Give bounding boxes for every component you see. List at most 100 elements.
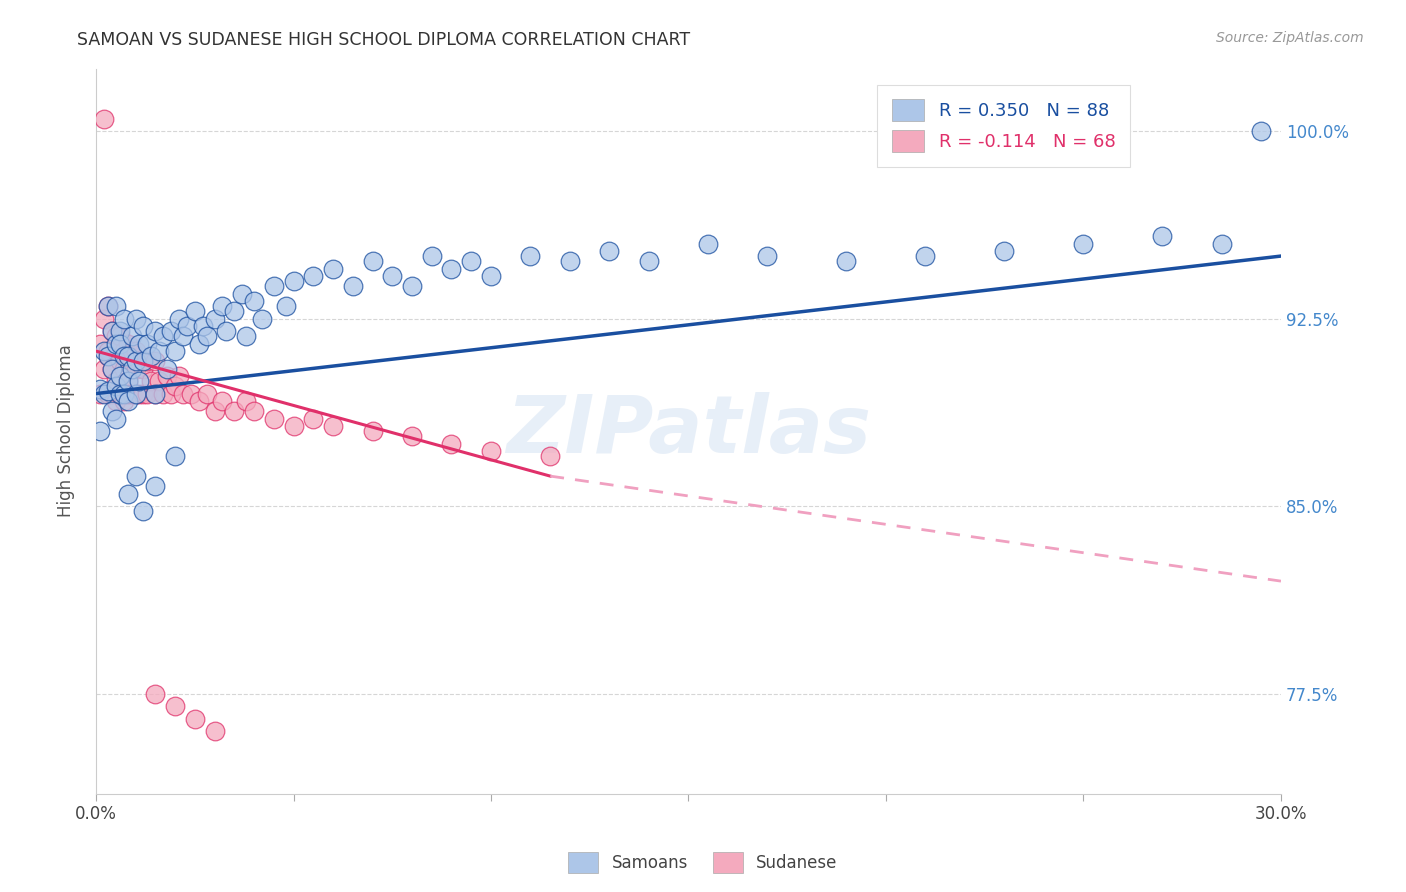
Text: ZIPatlas: ZIPatlas <box>506 392 870 470</box>
Point <box>163 379 186 393</box>
Point <box>638 254 661 268</box>
Point <box>93 386 115 401</box>
Point <box>97 299 120 313</box>
Point <box>167 311 190 326</box>
Point <box>180 386 202 401</box>
Point <box>187 394 209 409</box>
Point <box>104 374 127 388</box>
Point <box>108 386 131 401</box>
Point <box>93 311 115 326</box>
Point <box>519 249 541 263</box>
Point <box>97 349 120 363</box>
Point <box>97 299 120 313</box>
Point <box>558 254 581 268</box>
Point <box>124 361 146 376</box>
Point <box>108 329 131 343</box>
Point <box>104 336 127 351</box>
Point <box>302 268 325 283</box>
Point <box>283 419 305 434</box>
Point <box>143 479 166 493</box>
Point <box>243 294 266 309</box>
Point <box>322 419 344 434</box>
Point <box>211 394 233 409</box>
Point <box>1073 236 1095 251</box>
Legend: R = 0.350   N = 88, R = -0.114   N = 68: R = 0.350 N = 88, R = -0.114 N = 68 <box>877 85 1130 167</box>
Point <box>108 324 131 338</box>
Point <box>756 249 779 263</box>
Point <box>160 386 183 401</box>
Point <box>538 449 561 463</box>
Point <box>440 436 463 450</box>
Point <box>97 386 120 401</box>
Point <box>93 344 115 359</box>
Point <box>172 386 194 401</box>
Point <box>235 394 257 409</box>
Point <box>117 486 139 500</box>
Point <box>302 411 325 425</box>
Point <box>143 386 166 401</box>
Legend: Samoans, Sudanese: Samoans, Sudanese <box>561 846 845 880</box>
Point <box>101 404 124 418</box>
Point <box>89 336 111 351</box>
Point <box>117 374 139 388</box>
Point <box>479 444 502 458</box>
Point <box>121 354 143 368</box>
Point <box>152 386 174 401</box>
Point <box>101 324 124 338</box>
Point <box>124 311 146 326</box>
Point <box>195 329 218 343</box>
Point <box>93 112 115 126</box>
Point <box>141 349 163 363</box>
Point <box>128 386 150 401</box>
Point <box>89 382 111 396</box>
Point <box>148 374 170 388</box>
Point <box>112 394 135 409</box>
Point <box>97 384 120 398</box>
Point <box>112 386 135 401</box>
Point <box>108 336 131 351</box>
Point <box>195 386 218 401</box>
Point <box>136 336 159 351</box>
Point <box>101 361 124 376</box>
Point <box>132 319 155 334</box>
Y-axis label: High School Diploma: High School Diploma <box>58 344 75 517</box>
Point <box>401 279 423 293</box>
Point <box>156 369 179 384</box>
Point <box>172 329 194 343</box>
Point <box>322 261 344 276</box>
Point <box>152 329 174 343</box>
Point <box>141 374 163 388</box>
Point <box>163 344 186 359</box>
Point <box>1152 229 1174 244</box>
Point <box>184 304 207 318</box>
Point <box>156 361 179 376</box>
Point <box>835 254 858 268</box>
Point <box>124 386 146 401</box>
Point <box>215 324 238 338</box>
Point <box>124 344 146 359</box>
Point <box>143 354 166 368</box>
Point <box>97 344 120 359</box>
Point <box>101 361 124 376</box>
Point <box>263 411 285 425</box>
Point <box>117 386 139 401</box>
Point <box>160 324 183 338</box>
Point <box>124 469 146 483</box>
Point <box>243 404 266 418</box>
Point <box>143 687 166 701</box>
Point <box>697 236 720 251</box>
Point <box>128 336 150 351</box>
Point <box>112 311 135 326</box>
Point <box>184 712 207 726</box>
Point <box>128 354 150 368</box>
Point <box>143 386 166 401</box>
Point <box>97 349 120 363</box>
Point <box>250 311 273 326</box>
Point <box>143 324 166 338</box>
Point <box>112 344 135 359</box>
Point <box>401 429 423 443</box>
Point <box>112 361 135 376</box>
Point <box>167 369 190 384</box>
Point <box>224 404 246 418</box>
Point <box>342 279 364 293</box>
